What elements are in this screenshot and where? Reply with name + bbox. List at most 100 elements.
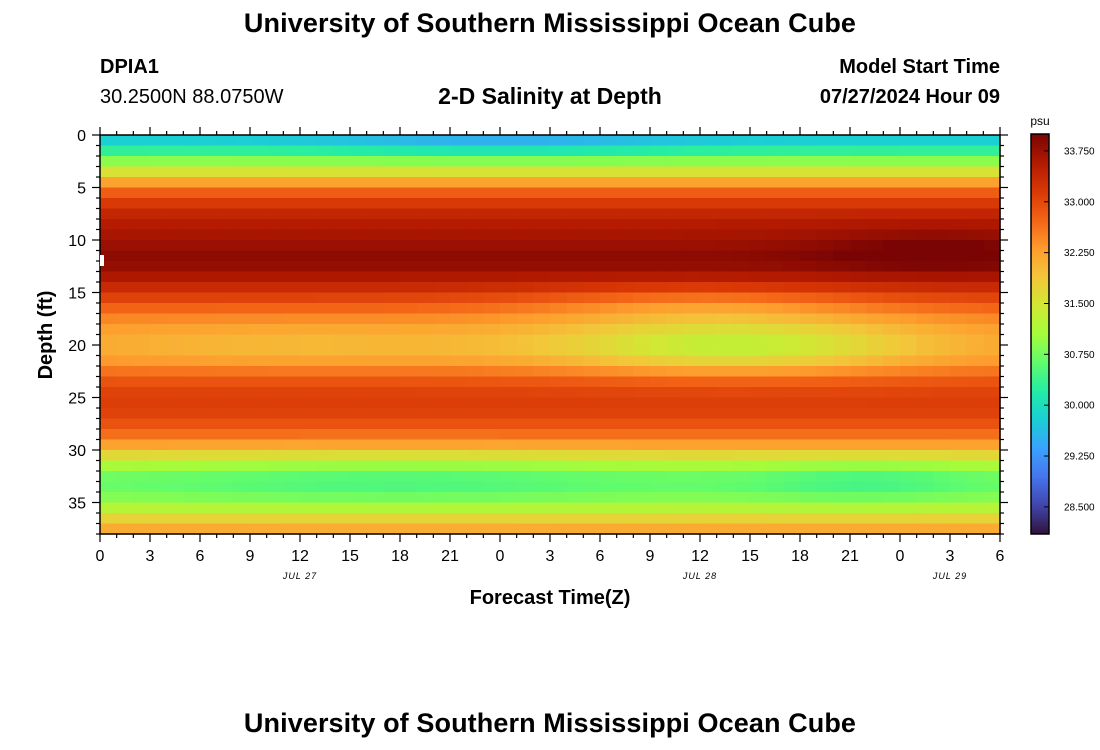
heatmap-cell (633, 198, 651, 210)
colorbar-tick-label: 33.000 (1064, 197, 1095, 208)
heatmap-cell (816, 135, 834, 147)
heatmap-cell (916, 471, 934, 483)
heatmap-cell (950, 208, 968, 220)
heatmap-cell (600, 135, 618, 147)
heatmap-cell (700, 208, 718, 220)
heatmap-cell (200, 135, 218, 147)
heatmap-cell (800, 387, 818, 399)
heatmap-cell (850, 502, 868, 514)
heatmap-cell (166, 429, 184, 441)
heatmap-cell (283, 408, 301, 420)
heatmap-cell (666, 502, 684, 514)
heatmap-cell (350, 418, 368, 430)
heatmap-cell (400, 397, 418, 409)
heatmap-cell (400, 198, 418, 210)
heatmap-cell (100, 313, 118, 325)
heatmap-cell (266, 219, 284, 231)
heatmap-cell (700, 271, 718, 283)
heatmap-cell (716, 439, 734, 451)
heatmap-cell (750, 187, 768, 199)
heatmap-cell (350, 292, 368, 304)
heatmap-cell (950, 187, 968, 199)
heatmap-cell (983, 219, 1001, 231)
heatmap-cell (450, 303, 468, 315)
heatmap-cell (600, 345, 618, 357)
heatmap-cell (583, 366, 601, 378)
heatmap-cell (766, 523, 784, 535)
heatmap-cell (583, 481, 601, 493)
heatmap-cell (933, 387, 951, 399)
heatmap-cell (133, 208, 151, 220)
heatmap-cell (400, 166, 418, 178)
heatmap-cell (583, 208, 601, 220)
heatmap-cell (500, 177, 518, 189)
heatmap-cell (750, 229, 768, 241)
heatmap-cell (583, 513, 601, 525)
heatmap-cell (100, 523, 118, 535)
heatmap-cell (933, 492, 951, 504)
heatmap-cell (216, 345, 234, 357)
heatmap-cell (483, 324, 501, 336)
heatmap-cell (116, 313, 134, 325)
heatmap-cell (816, 313, 834, 325)
heatmap-cell (950, 376, 968, 388)
heatmap-cell (983, 208, 1001, 220)
heatmap-cell (600, 313, 618, 325)
heatmap-cell (650, 355, 668, 367)
heatmap-cell (566, 513, 584, 525)
heatmap-cell (566, 145, 584, 157)
heatmap-cell (916, 418, 934, 430)
heatmap-cell (866, 166, 884, 178)
heatmap-cell (416, 135, 434, 147)
heatmap-cell (650, 439, 668, 451)
heatmap-cell (133, 324, 151, 336)
heatmap-cell (933, 135, 951, 147)
heatmap-cell (250, 492, 268, 504)
heatmap-cell (133, 408, 151, 420)
heatmap-cell (316, 240, 334, 252)
heatmap-cell (700, 334, 718, 346)
heatmap-cell (583, 219, 601, 231)
heatmap-cell (350, 219, 368, 231)
heatmap-cell (483, 229, 501, 241)
heatmap-cell (766, 187, 784, 199)
heatmap-cell (750, 271, 768, 283)
heatmap-cell (516, 177, 534, 189)
heatmap-cell (616, 292, 634, 304)
heatmap-cell (366, 366, 384, 378)
heatmap-cell (100, 166, 118, 178)
heatmap-cell (600, 397, 618, 409)
heatmap-cell (900, 355, 918, 367)
heatmap-cell (483, 334, 501, 346)
heatmap-cell (300, 166, 318, 178)
heatmap-cell (183, 240, 201, 252)
heatmap-cell (850, 145, 868, 157)
heatmap-cell (200, 208, 218, 220)
heatmap-cell (333, 376, 351, 388)
heatmap-cell (100, 240, 118, 252)
heatmap-cell (883, 145, 901, 157)
heatmap-cell (466, 240, 484, 252)
heatmap-cell (616, 219, 634, 231)
heatmap-cell (733, 502, 751, 514)
heatmap-cell (983, 418, 1001, 430)
heatmap-cell (333, 198, 351, 210)
heatmap-cell (383, 366, 401, 378)
heatmap-cell (850, 292, 868, 304)
heatmap-cell (266, 376, 284, 388)
x-tick-label: 21 (441, 548, 459, 565)
heatmap-cell (666, 177, 684, 189)
heatmap-cell (800, 471, 818, 483)
heatmap-cell (150, 177, 168, 189)
heatmap-cell (733, 523, 751, 535)
heatmap-cell (583, 471, 601, 483)
salinity-heatmap (100, 135, 1001, 535)
heatmap-cell (100, 187, 118, 199)
heatmap-cell (716, 198, 734, 210)
heatmap-cell (333, 345, 351, 357)
heatmap-cell (450, 156, 468, 168)
heatmap-cell (983, 292, 1001, 304)
heatmap-cell (700, 408, 718, 420)
heatmap-cell (150, 145, 168, 157)
heatmap-cell (450, 460, 468, 472)
